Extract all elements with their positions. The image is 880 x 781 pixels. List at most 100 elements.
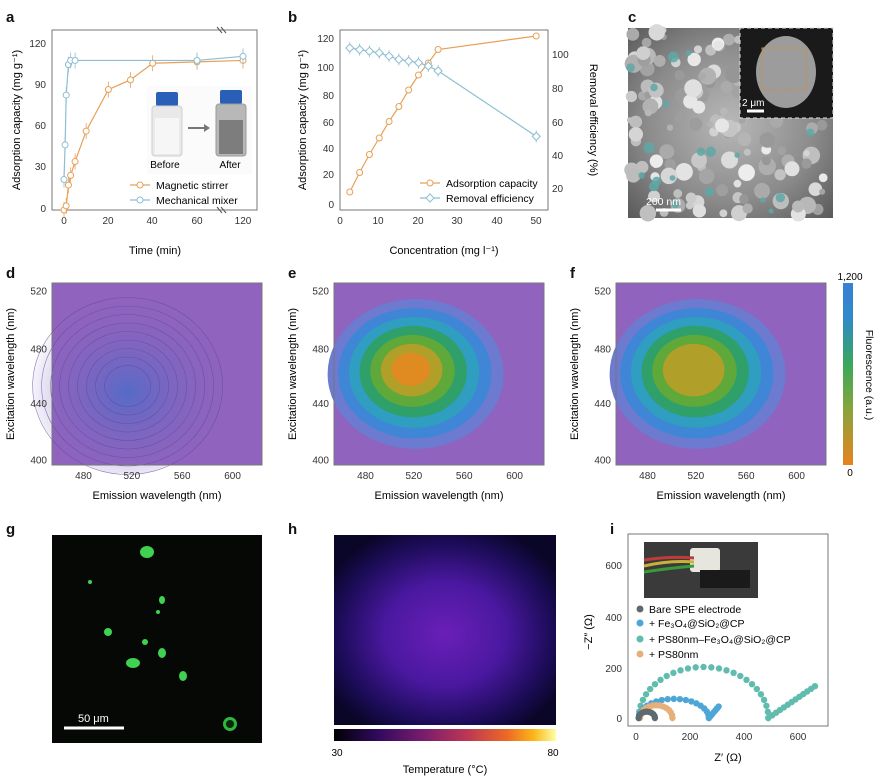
sem-grain	[719, 107, 728, 116]
x-axis-title: Time (min)	[129, 245, 181, 257]
sem-grain	[721, 151, 739, 169]
y-right-tick-label: 40	[552, 151, 564, 162]
colorbar-min-label: 30	[331, 748, 343, 759]
legend-marker-orange	[136, 181, 144, 189]
sem-grain	[801, 158, 812, 169]
sem-highlight-particle	[768, 208, 774, 214]
x-tick-label: 0	[337, 216, 343, 227]
data-point	[763, 702, 770, 709]
axis-break-icon	[216, 26, 227, 214]
data-point	[670, 669, 677, 677]
sem-grain	[739, 194, 749, 204]
x-tick-label: 400	[736, 732, 753, 743]
scale-label: 50 μm	[78, 713, 109, 725]
y-tick-label: 90	[35, 80, 47, 91]
contour-line	[59, 322, 196, 450]
arrow-head-icon	[204, 124, 210, 132]
y-tick-label: 520	[312, 286, 329, 297]
sem-highlight-particle	[704, 187, 714, 197]
colorbar-max-label: 1,200	[837, 272, 862, 283]
data-point	[433, 66, 443, 76]
panel-h-thermal: 30 80 Temperature (°C)	[331, 535, 559, 776]
y-right-tick-label: 100	[552, 50, 569, 61]
y-axis-title: Excitation wavelength (nm)	[569, 308, 581, 440]
x-tick-label: 480	[75, 471, 92, 482]
sem-grain	[716, 184, 729, 197]
legend: Adsorption capacity Removal efficiency	[420, 178, 538, 205]
sem-grain	[691, 152, 707, 169]
x-axis-title: Concentration (mg l⁻¹)	[389, 245, 498, 257]
data-point	[239, 52, 247, 60]
legend-label: + PS80nm–Fe₃O₄@SiO₂@CP	[649, 634, 791, 646]
legend-label: + Fe₃O₄@SiO₂@CP	[649, 618, 745, 630]
data-point	[71, 158, 79, 166]
sem-grain	[784, 161, 800, 177]
colorbar-max-label: 80	[547, 748, 559, 759]
x-axis-title: Emission wavelength (nm)	[657, 490, 786, 502]
y-tick-label: 480	[30, 345, 47, 356]
sem-particle	[756, 36, 816, 108]
y-tick-label: 20	[323, 170, 335, 181]
x-tick-label: 560	[738, 471, 755, 482]
y-tick-label: 400	[30, 456, 47, 467]
sem-grain	[675, 163, 693, 181]
data-point	[677, 667, 684, 674]
wire-red	[643, 555, 695, 562]
data-point	[356, 169, 364, 176]
sem-grain	[673, 189, 683, 198]
data-point	[394, 54, 404, 65]
legend-marker	[636, 619, 644, 627]
sem-grain	[644, 109, 652, 117]
panel-e: 480 520 560 600 400 440 480 520 Emission wavelen…	[287, 282, 545, 502]
inset-label-before: Before	[150, 160, 180, 171]
sem-grain	[792, 200, 805, 213]
data-point	[405, 86, 413, 94]
data-point	[646, 685, 654, 693]
data-point	[669, 714, 676, 722]
contour-line	[95, 356, 160, 416]
sem-grain	[636, 46, 651, 61]
data-point	[708, 664, 715, 671]
panel-label-g: g	[6, 521, 15, 538]
y-tick-label: 480	[594, 345, 611, 356]
fluorescent-particles	[88, 546, 237, 731]
legend-marker	[636, 605, 644, 613]
x-tick-label: 520	[123, 471, 140, 482]
sem-grain	[713, 40, 724, 52]
x-tick-label: 600	[224, 471, 241, 482]
sem-grain	[707, 121, 714, 128]
y-axis-title: Excitation wavelength (nm)	[287, 308, 299, 440]
data-point	[403, 56, 414, 66]
sem-grain	[692, 204, 707, 218]
y-tick-label: 440	[312, 399, 329, 410]
data-point	[127, 76, 134, 84]
panel-c-sem-image: 2 μm 200 nm	[624, 24, 834, 222]
y-tick-label: 0	[328, 200, 334, 211]
sem-grain	[714, 118, 730, 133]
sem-highlight-particle	[638, 172, 645, 179]
x-tick-label: 20	[412, 216, 424, 227]
y-tick-label: 200	[605, 664, 622, 675]
x-tick-label: 0	[61, 216, 67, 227]
sem-grain	[774, 169, 786, 181]
data-point	[423, 61, 434, 71]
data-point	[658, 696, 665, 704]
sem-highlight-particle	[650, 83, 658, 92]
y-tick-label: 400	[594, 456, 611, 467]
sem-grain	[725, 65, 743, 84]
sem-grain	[698, 72, 707, 81]
wire-green	[643, 564, 695, 574]
data-point	[354, 44, 365, 55]
data-point	[149, 59, 157, 67]
y-axis-title: −Z″ (Ω)	[583, 614, 595, 650]
data-point	[651, 714, 659, 722]
scale-label-inset: 2 μm	[742, 98, 764, 109]
data-point	[414, 71, 422, 79]
sem-grain	[754, 182, 771, 199]
x-tick-label: 30	[451, 216, 463, 227]
x-tick-label: 0	[633, 732, 639, 743]
contour-line	[68, 331, 187, 441]
data-point	[384, 51, 394, 61]
data-point	[715, 665, 723, 672]
